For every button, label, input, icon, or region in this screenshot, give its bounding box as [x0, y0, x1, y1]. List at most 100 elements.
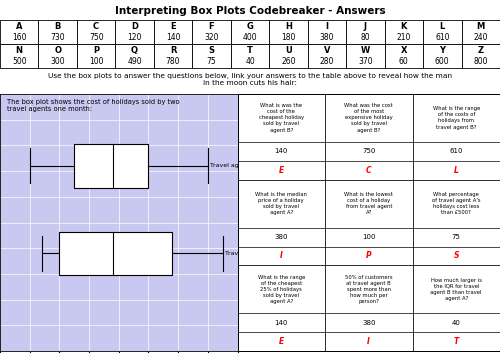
Bar	[192, 44, 231, 68]
Bar	[412, 180, 500, 265]
Text: A: A	[16, 23, 22, 31]
Text: What is the range
of the cheapest
25% of holidays
sold by travel
agent A?: What is the range of the cheapest 25% of…	[258, 275, 305, 304]
Text: D: D	[131, 23, 138, 31]
Text: 120: 120	[128, 32, 142, 42]
Text: V: V	[324, 47, 330, 55]
Text: 750: 750	[362, 148, 376, 154]
Text: 100: 100	[89, 56, 104, 66]
Text: 100: 100	[362, 234, 376, 240]
Text: 380: 380	[362, 320, 376, 326]
Bar	[38, 20, 77, 44]
Text: N: N	[16, 47, 22, 55]
Text: 75: 75	[206, 56, 216, 66]
Text: What was the cost
of the most
expensive holiday
sold by travel
agent B?: What was the cost of the most expensive …	[344, 103, 393, 133]
Bar	[269, 20, 308, 44]
Text: What percentage
of travel agent A's
holidays cost less
than £500?: What percentage of travel agent A's holi…	[432, 192, 480, 215]
Bar	[38, 44, 77, 68]
Bar	[116, 44, 154, 68]
Text: L: L	[440, 23, 445, 31]
Bar	[462, 20, 500, 44]
Text: E: E	[278, 337, 284, 346]
Bar	[60, 232, 172, 275]
Text: F: F	[208, 23, 214, 31]
Text: The box plot shows the cost of holidays sold by two
travel agents one month:: The box plot shows the cost of holidays …	[7, 99, 180, 112]
Bar	[77, 20, 116, 44]
Text: I: I	[368, 337, 370, 346]
Text: 40: 40	[245, 56, 255, 66]
Text: T: T	[247, 47, 253, 55]
Text: P: P	[93, 47, 99, 55]
Text: What is the median
price of a holiday
sold by travel
agent A?: What is the median price of a holiday so…	[256, 192, 307, 215]
Text: E: E	[278, 166, 284, 175]
Text: 300: 300	[50, 56, 65, 66]
Text: X: X	[400, 47, 407, 55]
Text: 400: 400	[242, 32, 258, 42]
Text: 490: 490	[128, 56, 142, 66]
Text: K: K	[400, 23, 407, 31]
Text: What is the lowest
cost of a holiday
from travel agent
A?: What is the lowest cost of a holiday fro…	[344, 192, 393, 215]
Text: 500: 500	[12, 56, 26, 66]
Bar	[462, 44, 500, 68]
Text: 380: 380	[274, 234, 288, 240]
Bar	[192, 20, 231, 44]
Bar	[154, 44, 192, 68]
Bar	[325, 180, 412, 265]
Text: Travel agent A: Travel agent A	[210, 163, 256, 168]
Bar	[74, 144, 148, 188]
Text: 750: 750	[89, 32, 104, 42]
Bar	[116, 20, 154, 44]
Text: Y: Y	[440, 47, 446, 55]
Bar	[325, 265, 412, 351]
Bar	[308, 44, 346, 68]
Bar	[384, 44, 423, 68]
Text: 80: 80	[360, 32, 370, 42]
Text: Interpreting Box Plots Codebreaker - Answers: Interpreting Box Plots Codebreaker - Ans…	[114, 6, 386, 16]
Text: 260: 260	[281, 56, 295, 66]
Bar	[0, 20, 38, 44]
Text: 610: 610	[435, 32, 450, 42]
Bar	[346, 20, 385, 44]
Text: How much larger is
the IQR for travel
agent B than travel
agent A?: How much larger is the IQR for travel ag…	[430, 278, 482, 301]
Bar	[269, 44, 308, 68]
Text: 50% of customers
at travel agent B
spent more than
how much per
person?: 50% of customers at travel agent B spent…	[345, 275, 393, 304]
Text: C: C	[366, 166, 372, 175]
Text: I: I	[326, 23, 328, 31]
Text: 730: 730	[50, 32, 65, 42]
Bar	[412, 265, 500, 351]
Bar	[231, 44, 269, 68]
Text: S: S	[208, 47, 214, 55]
Text: 210: 210	[396, 32, 411, 42]
Text: Z: Z	[478, 47, 484, 55]
Text: 370: 370	[358, 56, 372, 66]
Text: B: B	[54, 23, 61, 31]
Text: 380: 380	[320, 32, 334, 42]
Bar	[308, 20, 346, 44]
Text: 280: 280	[320, 56, 334, 66]
Bar	[423, 44, 462, 68]
Text: 600: 600	[435, 56, 450, 66]
Text: M: M	[476, 23, 485, 31]
Text: U: U	[285, 47, 292, 55]
Text: E: E	[170, 23, 176, 31]
Bar	[154, 20, 192, 44]
Text: 140: 140	[274, 148, 288, 154]
Bar	[325, 94, 412, 180]
Text: 320: 320	[204, 32, 219, 42]
Text: Q: Q	[131, 47, 138, 55]
Text: C: C	[93, 23, 99, 31]
Bar	[238, 94, 325, 180]
Text: What is was the
cost of the
cheapest holiday
sold by travel
agent B?: What is was the cost of the cheapest hol…	[258, 103, 304, 133]
Text: Use the box plots to answer the questions below, link your answers to the table : Use the box plots to answer the question…	[48, 73, 452, 86]
Text: L: L	[454, 166, 458, 175]
Text: 40: 40	[452, 320, 460, 326]
Text: 160: 160	[12, 32, 26, 42]
Bar	[423, 20, 462, 44]
Text: What is the range
of the costs of
holidays from
travel agent B?: What is the range of the costs of holida…	[432, 106, 480, 130]
Text: O: O	[54, 47, 61, 55]
Text: W: W	[361, 47, 370, 55]
Bar	[412, 94, 500, 180]
Bar	[384, 20, 423, 44]
Text: Travel agent B: Travel agent B	[225, 251, 270, 256]
Bar	[346, 44, 385, 68]
Text: G: G	[246, 23, 254, 31]
